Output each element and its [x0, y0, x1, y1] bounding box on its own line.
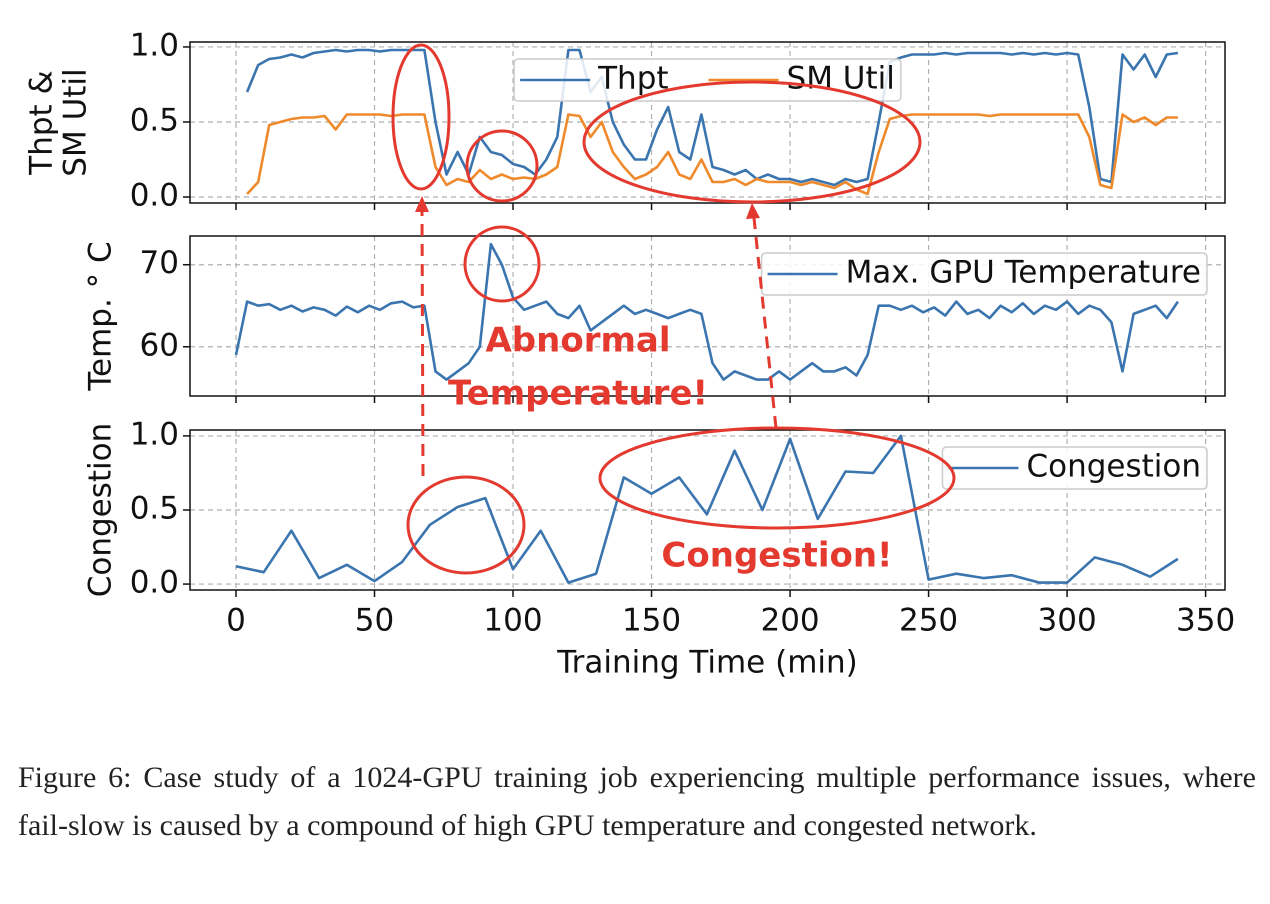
y-tick-label: 1.0 [130, 27, 179, 63]
x-tick-label: 100 [483, 603, 542, 639]
plot-frame [189, 429, 1226, 591]
highlight-ellipse [406, 475, 526, 575]
legend-box [941, 446, 1208, 490]
figure: 0.0 0.5 1.0 Thpt &SM Util Thpt SM Util 60 70 Tem… [24, 27, 1236, 681]
annotation-shapes [391, 43, 956, 575]
annotation-text: Temperature! [448, 374, 708, 414]
legend-label: Thpt [597, 61, 668, 97]
plot-frame [189, 235, 1226, 397]
x-axis-label: Training Time (min) [556, 645, 858, 681]
y-tick-label: 0.5 [130, 491, 179, 527]
highlight-ellipse [463, 225, 541, 303]
annotation-text: Abnormal [485, 321, 670, 361]
arrow [420, 209, 425, 477]
legend: Max. GPU Temperature [760, 252, 1208, 296]
legend-label: Congestion [1026, 449, 1201, 485]
y-tick-label: 1.0 [130, 416, 179, 452]
highlight-ellipse [391, 43, 451, 191]
highlight-ellipse [598, 426, 956, 530]
y-tick-label: 0.0 [130, 565, 179, 601]
x-tick-label: 0 [226, 603, 246, 639]
legend: Thpt SM Util [513, 58, 902, 102]
x-tick-label: 50 [355, 603, 394, 639]
arrow-head [415, 196, 429, 212]
data-line [245, 48, 1179, 187]
y-tick-label: 60 [140, 327, 179, 363]
data-line [235, 434, 1179, 584]
figure-caption: Figure 6: Case study of a 1024-GPU train… [18, 761, 1256, 842]
legend-label: Max. GPU Temperature [846, 255, 1201, 291]
y-axis-label: SM Util [58, 68, 94, 176]
x-tick-label: 200 [760, 603, 819, 639]
annotation-text: Congestion! [661, 536, 892, 576]
data-line [246, 113, 1178, 196]
legend-box [513, 58, 902, 102]
y-axis-label: Congestion [83, 423, 119, 598]
legend: Congestion [941, 446, 1208, 490]
data-line [234, 242, 1179, 381]
x-tick-label: 250 [899, 603, 958, 639]
y-axis-label: Temp. ° C [83, 241, 119, 391]
arrow [752, 217, 778, 429]
arrow-head [746, 203, 760, 219]
highlight-ellipse [465, 129, 539, 203]
y-axis-label: Thpt & [24, 70, 60, 175]
y-tick-label: 0.0 [130, 177, 179, 213]
highlight-ellipse [582, 80, 922, 204]
plot-frame [189, 41, 1226, 204]
legend-box [760, 252, 1208, 296]
y-tick-label: 70 [140, 245, 179, 281]
x-tick-label: 150 [622, 603, 681, 639]
x-tick-label: 300 [1038, 603, 1097, 639]
y-tick-label: 0.5 [130, 102, 179, 138]
x-tick-label: 350 [1176, 603, 1235, 639]
